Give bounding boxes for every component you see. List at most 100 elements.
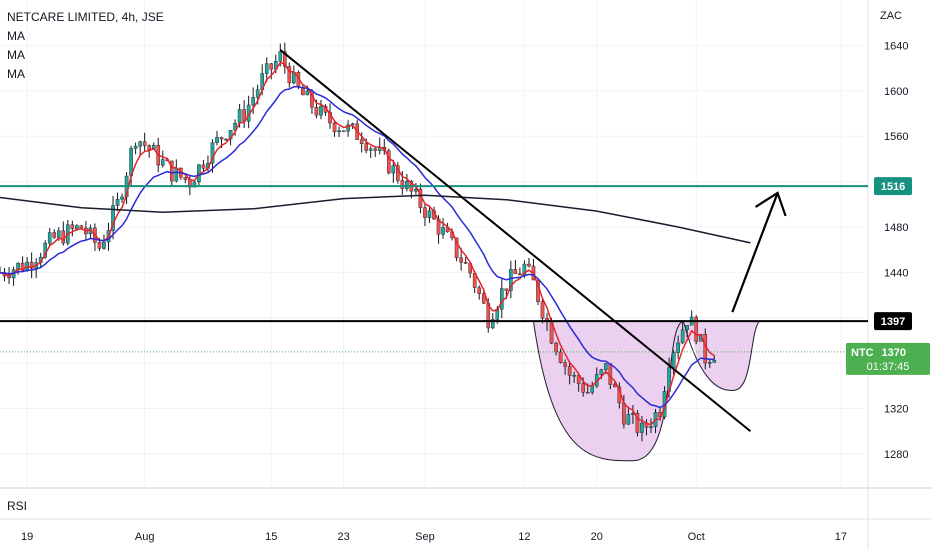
candle-up: [47, 232, 52, 244]
candle-up: [278, 51, 283, 62]
target-price-box: [874, 177, 912, 196]
candle-down: [558, 351, 563, 363]
candle-down: [400, 180, 405, 189]
candle-down: [608, 363, 613, 385]
candle-down: [463, 262, 468, 264]
candle-up: [233, 123, 237, 131]
ma-mid-line: [0, 86, 715, 409]
candle-down: [29, 261, 34, 269]
candle-up: [305, 90, 310, 96]
y-tick-label: 1480: [884, 222, 908, 234]
trend-line: [279, 49, 752, 433]
candle-up: [590, 385, 595, 393]
y-tick-label: 1600: [884, 86, 908, 98]
candle-up: [391, 165, 396, 174]
x-tick-label: 20: [591, 531, 603, 543]
projection-arrow-shaft: [731, 192, 779, 313]
cup-pattern: [532, 320, 760, 462]
candle-up: [133, 146, 138, 149]
candle-down: [527, 263, 531, 267]
candle-up: [405, 181, 409, 189]
candle-down: [79, 225, 84, 229]
candle-down: [169, 160, 174, 182]
candle-down: [332, 122, 337, 133]
candle-up: [626, 414, 631, 425]
candle-up: [500, 288, 504, 310]
last-price-box: [846, 342, 930, 375]
y-tick-label: 1280: [884, 449, 908, 461]
candle-up: [224, 138, 228, 141]
candle-up: [115, 199, 120, 206]
candle-down: [219, 137, 224, 140]
candle-down: [477, 287, 482, 294]
candle-up: [56, 230, 61, 238]
x-tick-label: Oct: [688, 531, 705, 543]
candle-down: [613, 384, 617, 388]
candle-up: [251, 97, 255, 106]
legend-ma-3[interactable]: MA: [7, 67, 25, 81]
candle-up: [572, 375, 576, 377]
candle-up: [599, 369, 604, 375]
candle-down: [386, 150, 391, 174]
legend-ma-1[interactable]: MA: [7, 29, 25, 43]
drawings: [279, 49, 787, 433]
y-tick-label: 1320: [884, 404, 908, 416]
candle-up: [255, 89, 260, 98]
ma-slow-line: [0, 194, 751, 244]
rsi-pane-label[interactable]: RSI: [7, 499, 28, 513]
candle-down: [373, 148, 378, 151]
candle-down: [341, 130, 346, 132]
chart-legend: NETCARE LIMITED, 4h, JSE MA MA MA: [7, 8, 164, 84]
x-tick-label: 17: [835, 531, 847, 543]
symbol-label: NTC: [851, 347, 874, 359]
candle-up: [210, 142, 215, 164]
bar-countdown-label: 01:37:45: [867, 361, 910, 373]
candle-down: [423, 207, 427, 218]
candle-down: [513, 269, 518, 274]
legend-title[interactable]: NETCARE LIMITED, 4h, JSE: [7, 10, 164, 24]
candle-up: [337, 130, 341, 133]
candle-up: [603, 363, 608, 371]
candle-down: [52, 232, 57, 238]
candle-up: [368, 148, 373, 151]
candle-down: [581, 383, 585, 393]
candle-down: [147, 145, 151, 150]
candle-up: [215, 137, 219, 143]
last-price-label: 1370: [882, 347, 906, 359]
candle-up: [237, 109, 242, 124]
candle-down: [504, 288, 509, 291]
candle-up: [671, 352, 676, 368]
x-tick-label: 19: [21, 531, 33, 543]
y-tick-label: 1440: [884, 267, 908, 279]
candle-up: [102, 241, 106, 249]
candle-down: [283, 51, 287, 67]
candle-up: [649, 426, 653, 428]
x-tick-label: 12: [518, 531, 530, 543]
resistance-price-box: [874, 312, 912, 331]
candle-up: [111, 205, 115, 231]
candle-down: [70, 224, 75, 229]
resistance-price-label: 1397: [881, 316, 905, 328]
candle-up: [174, 167, 179, 182]
candle-up: [138, 141, 142, 147]
candle-up: [676, 342, 680, 353]
candle-down: [518, 273, 522, 276]
legend-ma-2[interactable]: MA: [7, 48, 25, 62]
candle-up: [640, 422, 644, 433]
candle-down: [201, 164, 206, 169]
candle-down: [635, 413, 640, 433]
candle-down: [694, 316, 699, 342]
x-tick-label: Sep: [415, 531, 435, 543]
candle-up: [346, 124, 350, 132]
cup-outline: [532, 320, 760, 462]
ma-fast-line: [0, 61, 715, 426]
candle-down: [314, 107, 319, 116]
candle-down: [269, 63, 274, 70]
candle-up: [509, 269, 513, 291]
candle-up: [427, 210, 432, 218]
candle-down: [554, 342, 558, 353]
candle-down: [142, 141, 147, 146]
candle-up: [441, 227, 445, 235]
candle-down: [287, 66, 292, 84]
